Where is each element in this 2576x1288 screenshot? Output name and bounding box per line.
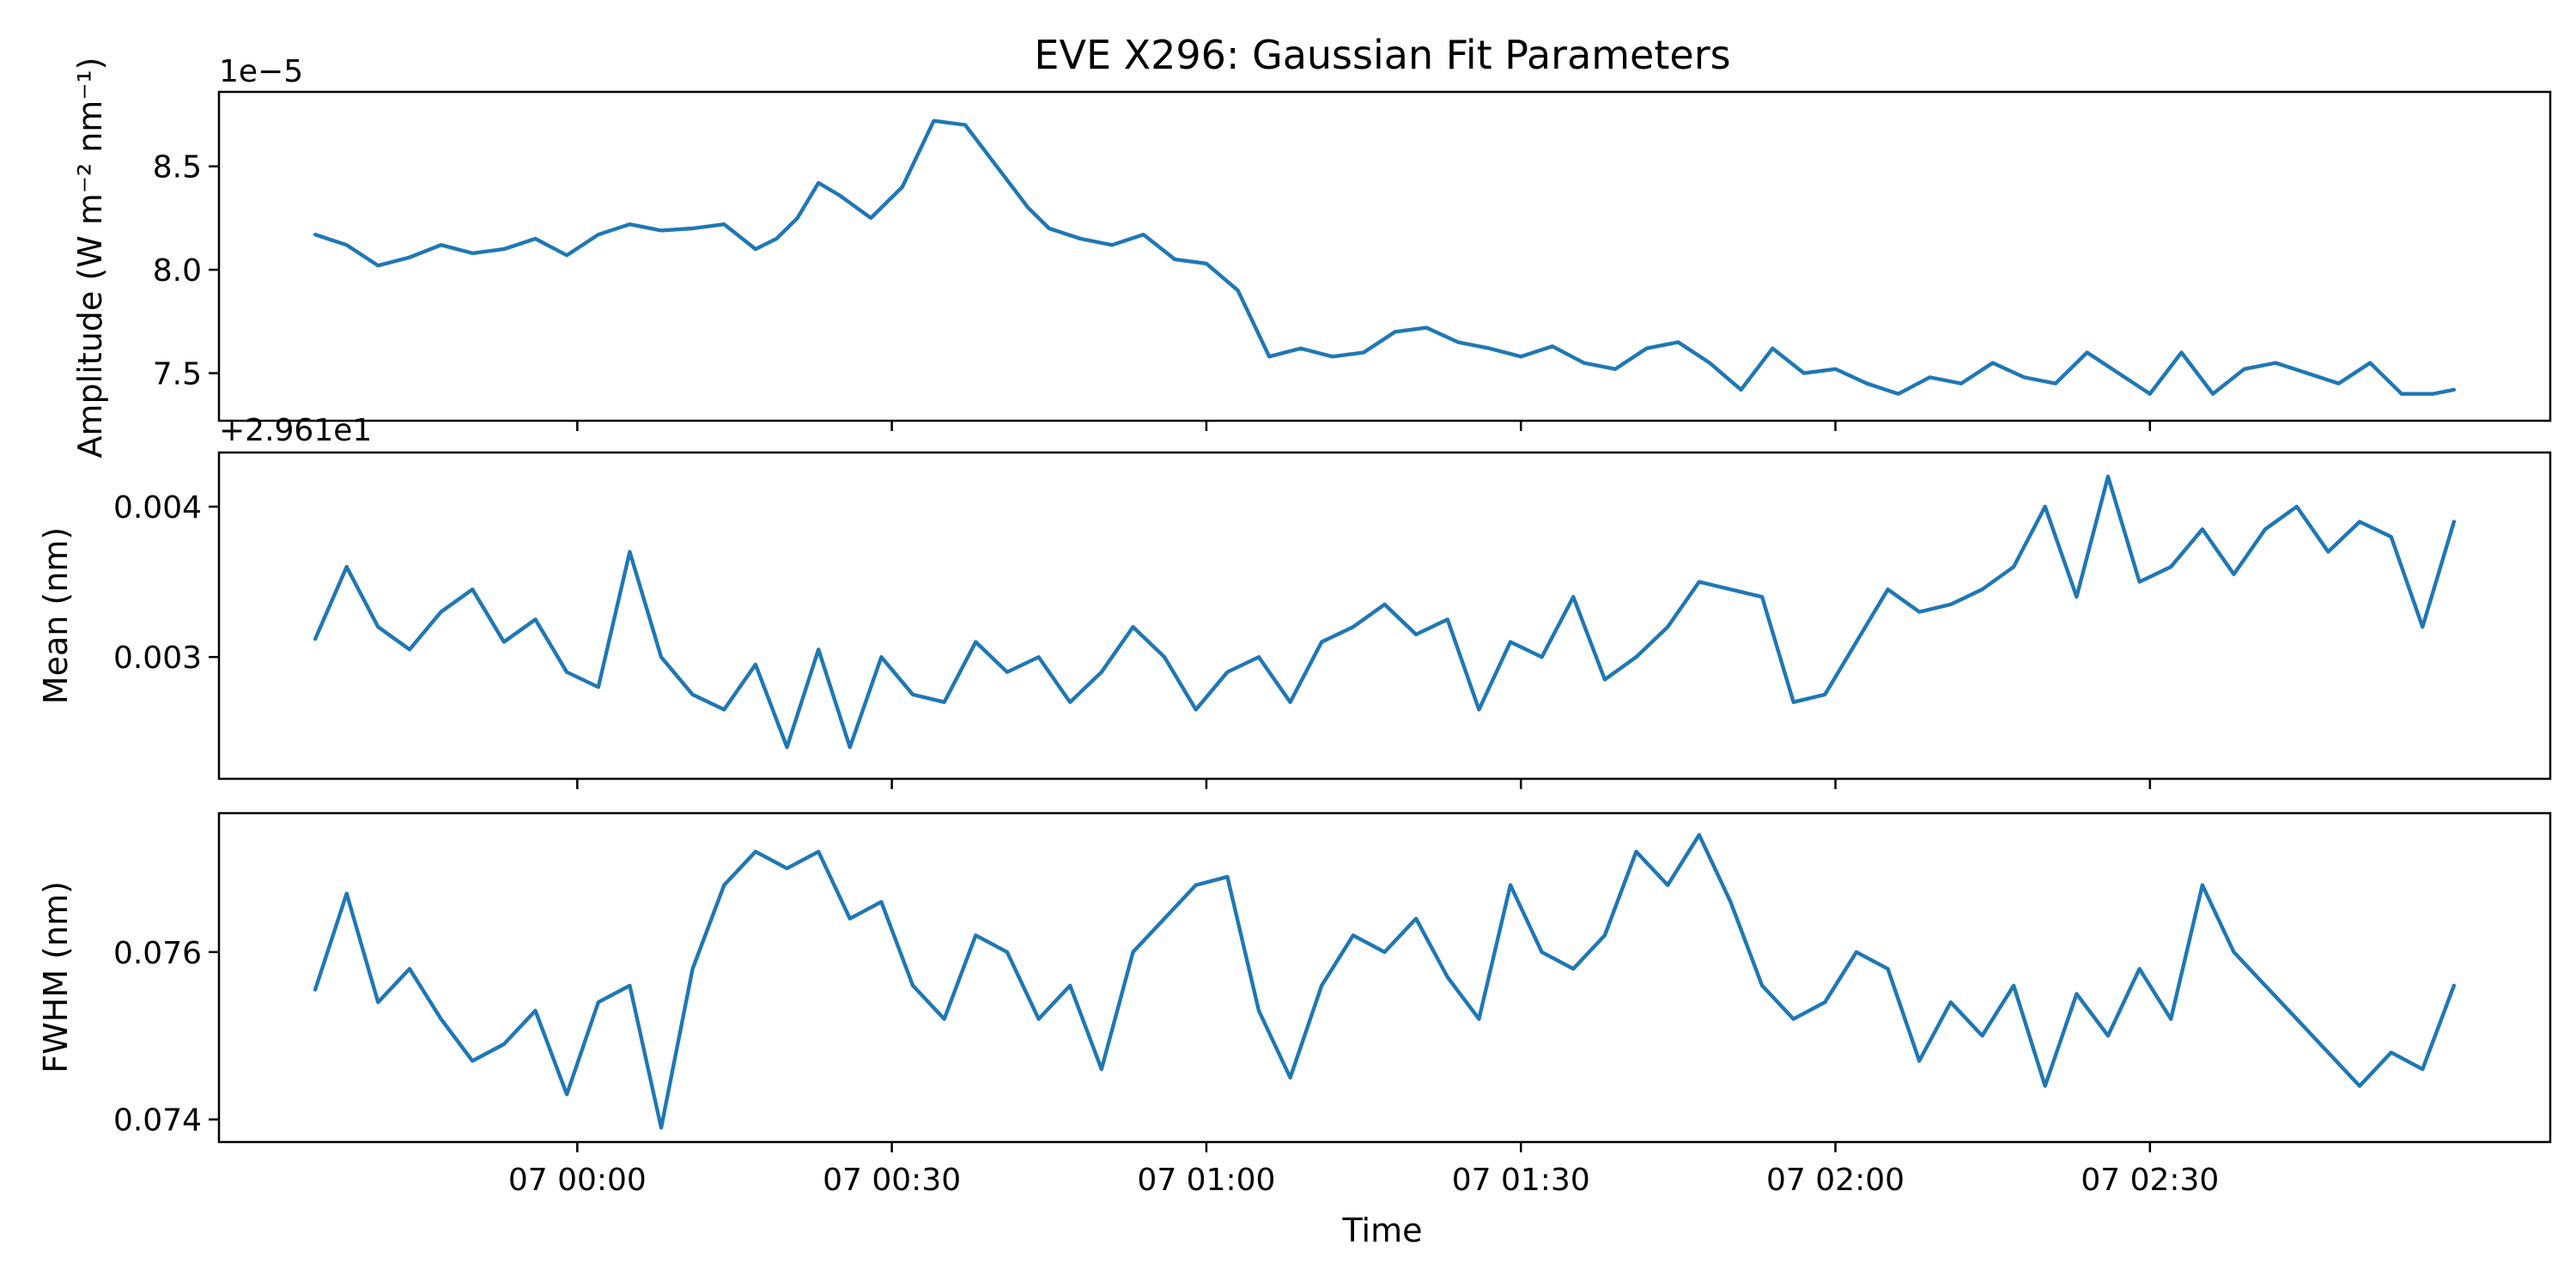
mean-ytick-layer: 0.003 0.004 [113,490,219,676]
amplitude-series-line [313,118,2457,396]
fwhm-series-line [313,833,2457,1130]
fwhm-ytick-layer: 0.074 0.076 [113,936,219,1139]
xtick-label: 07 01:00 [1137,1163,1275,1198]
mean-ytick-label: 0.004 [113,490,202,526]
chart-title: EVE X296: Gaussian Fit Parameters [1034,32,1730,78]
mean-offset-text: +2.961e1 [219,413,372,448]
mean-axes-frame [217,451,2552,781]
amplitude-xtick-layer [576,421,2152,431]
xtick-label: 07 02:30 [2081,1163,2219,1198]
fwhm-axes-frame [217,811,2552,1144]
fwhm-series-layer [313,833,2457,1130]
mean-y-label: Mean (nm) [37,527,75,704]
xtick-label: 07 00:00 [508,1163,647,1198]
xtick-label: 07 02:00 [1766,1163,1905,1198]
amplitude-ytick-label: 7.5 [153,357,202,392]
fwhm-y-label: FWHM (nm) [37,881,75,1073]
mean-series-line [313,474,2457,750]
amplitude-axes-frame [217,90,2552,422]
amplitude-y-label: Amplitude (W m⁻² nm⁻¹) [71,58,109,459]
amplitude-ytick-layer: 7.5 8.0 8.5 [153,150,219,392]
mean-xtick-layer [576,779,2152,789]
panel-amplitude: Amplitude (W m⁻² nm⁻¹) 1e−5 7.5 8.0 8.5 [71,54,2552,459]
x-axis-label: Time [1342,1212,1423,1249]
fwhm-ytick-label: 0.074 [113,1103,202,1139]
mean-series-layer [313,474,2457,750]
amplitude-series-layer [313,118,2457,396]
amplitude-offset-text: 1e−5 [219,54,303,89]
xtick-label: 07 01:30 [1452,1163,1590,1198]
xtick-label: 07 00:30 [823,1163,961,1198]
fwhm-ytick-label: 0.076 [113,936,202,971]
panel-mean: Mean (nm) +2.961e1 0.003 0.004 [37,413,2552,789]
fwhm-xtick-layer: 07 00:00 07 00:30 07 01:00 07 01:30 07 02:00… [508,1142,2219,1198]
mean-ytick-label: 0.003 [113,641,202,676]
amplitude-ytick-label: 8.0 [153,253,202,289]
amplitude-ytick-label: 8.5 [153,150,202,185]
